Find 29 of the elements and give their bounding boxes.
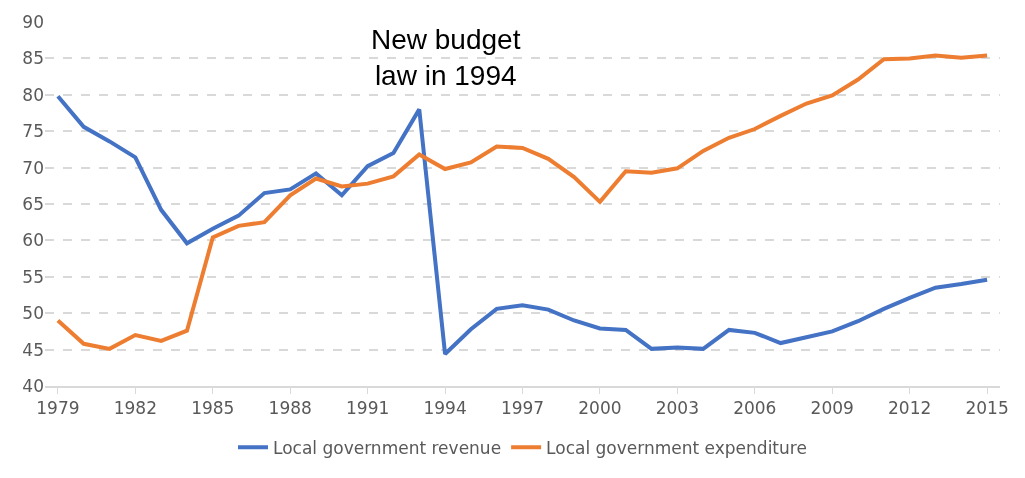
x-tick-label: 1979 <box>36 398 80 419</box>
x-tick-label: 1982 <box>113 398 157 419</box>
y-tick-label: 45 <box>22 339 44 360</box>
y-tick-label: 65 <box>22 193 44 214</box>
x-tick-label: 2006 <box>733 398 777 419</box>
x-tick-label: 1991 <box>346 398 390 419</box>
legend-label: Local government expenditure <box>546 437 807 458</box>
y-tick-label: 70 <box>22 157 44 178</box>
y-tick-label: 50 <box>22 303 44 324</box>
line-series <box>55 53 990 351</box>
annotation: New budget law in 1994 <box>371 24 521 92</box>
y-tick-label: 40 <box>22 375 44 396</box>
x-tick-label: 2000 <box>578 398 622 419</box>
x-tick-label: 1994 <box>423 398 467 419</box>
y-tick-label: 75 <box>22 121 44 142</box>
x-tick-label: 1988 <box>268 398 312 419</box>
y-tick-label: 55 <box>22 266 44 287</box>
x-tick-label: 1985 <box>191 398 235 419</box>
x-tick-label: 1997 <box>500 398 545 419</box>
x-tick-label: 2009 <box>810 398 854 419</box>
line-series <box>55 94 990 356</box>
y-tick-label: 85 <box>22 48 44 69</box>
y-tick-label: 60 <box>22 230 44 251</box>
y-tick-label: 90 <box>22 11 44 32</box>
x-tick-label: 2012 <box>888 398 932 419</box>
y-tick-label: 80 <box>22 84 44 105</box>
x-tick-label: 2003 <box>655 398 699 419</box>
legend-label: Local government revenue <box>273 437 502 458</box>
x-tick-label: 2015 <box>965 398 1009 419</box>
